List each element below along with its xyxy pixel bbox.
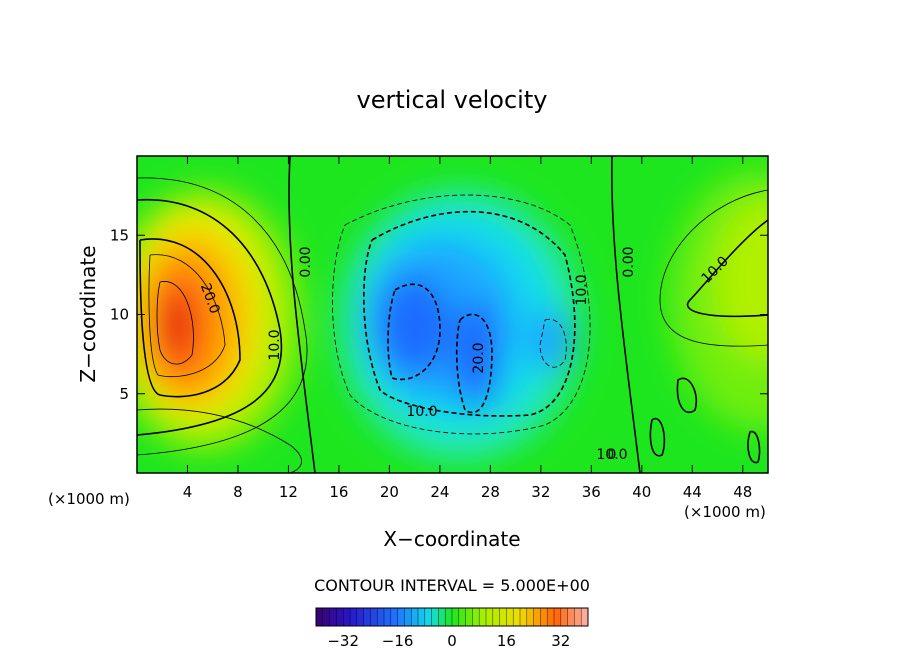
colorbar-cell [445,608,453,626]
colorbar-cell [540,608,548,626]
colorbar-tick-label: −32 [327,632,359,650]
colorbar-cell [424,608,433,626]
contour-label: 0.00 [298,246,314,277]
x-tick-label: 16 [329,483,348,501]
colorbar-cell [520,608,528,626]
colorbar-cell [316,608,324,626]
colorbar-cell [486,608,494,626]
y-tick-label: 5 [119,385,129,403]
x-tick-label: 40 [632,483,651,501]
colorbar-cell [499,608,507,626]
colorbar-cell [560,608,569,626]
x-axis-unit-left: (×1000 m) [48,490,130,508]
colorbar-frame [315,607,589,627]
colorbar-cell [526,608,535,626]
colorbar-ticks: −32 −16 0 16 32 [327,632,570,650]
colorbar-cell [350,608,358,626]
colorbar-cell [343,608,351,626]
contour-label: 10.0 [267,329,283,360]
contour-label: 10.0 [406,404,437,420]
contour-lines [137,156,768,473]
contour-label: 0.00 [621,246,637,277]
colorbar-cell [513,608,521,626]
x-axis-label: X−coordinate [383,527,521,551]
colorbar-cell [356,608,365,626]
colorbar-cell [574,608,582,626]
colorbar-cell [554,608,562,626]
colorbar-tick-label: 0 [447,632,457,650]
colorbar-cell [472,608,480,626]
colorbar-cell [438,608,446,626]
x-tick-label: 4 [183,483,193,501]
contour-label: 10.0 [574,274,590,305]
colorbar-cell [404,608,412,626]
colorbar-cell [418,608,426,626]
colorbar-cell [431,608,439,626]
colorbar-cell [581,608,589,626]
colorbar-cell [567,608,575,626]
x-tick-label: 28 [481,483,500,501]
velocity-field [137,156,768,473]
x-tick-label: 24 [430,483,449,501]
y-axis-label: Z−coordinate [76,245,100,383]
colorbar-cell [533,608,541,626]
colorbar-cell [384,608,392,626]
colorbar-cell [411,608,419,626]
colorbar-tick-label: 16 [497,632,516,650]
colorbar-cell [465,608,473,626]
x-tick-label: 36 [582,483,601,501]
contour-interval-text: CONTOUR INTERVAL = 5.000E+00 [314,576,590,595]
colorbar-cell [492,608,501,626]
x-tick-label: 20 [380,483,399,501]
y-tick-label: 10 [110,306,129,324]
contour-label: 20.0 [471,342,487,373]
colorbar-cell [547,608,555,626]
y-axis-ticks: 5 10 15 [110,226,768,403]
colorbar-cell [397,608,405,626]
colorbar-cell [329,608,337,626]
x-tick-label: 48 [733,483,752,501]
y-tick-label: 15 [110,226,129,244]
colorbar-cell [479,608,487,626]
colorbar-cell [370,608,378,626]
colorbar-cell [336,608,344,626]
x-tick-label: 32 [531,483,550,501]
x-axis-ticks: 4 8 12 16 20 24 28 32 36 40 44 48 [183,156,752,501]
colorbar-cell [363,608,371,626]
x-tick-label: 12 [279,483,298,501]
colorbar-cell [506,608,514,626]
colorbar-cell [377,608,385,626]
x-tick-label: 44 [683,483,702,501]
colorbar-cell [322,608,331,626]
x-axis-unit-right: (×1000 m) [684,503,766,521]
contour-label: 10.0 [596,447,627,463]
contour-label: 0 [608,447,617,463]
colorbar-tick-label: 32 [551,632,570,650]
field-blobs [137,170,768,460]
colorbar-cell [390,608,399,626]
chart-title: vertical velocity [356,86,548,114]
x-tick-label: 8 [233,483,243,501]
colorbar-cell [458,608,467,626]
colorbar-cells [315,608,589,626]
colorbar-tick-label: −16 [382,632,414,650]
colorbar-cell [452,608,460,626]
